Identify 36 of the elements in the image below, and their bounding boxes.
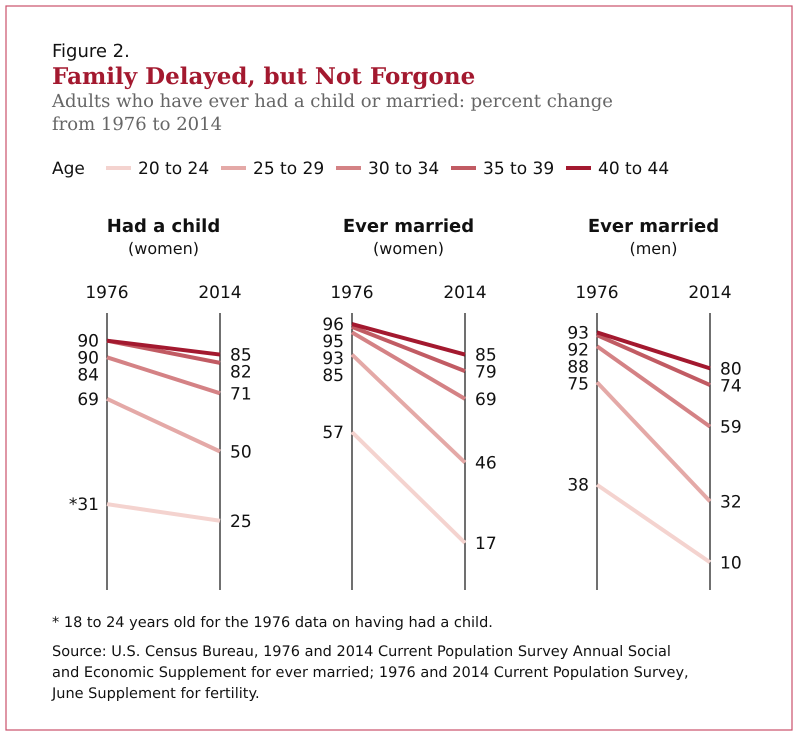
legend-label: 25 to 29 xyxy=(253,159,324,179)
data-label: 17 xyxy=(475,534,497,554)
data-label: 25 xyxy=(230,512,252,532)
data-label: 71 xyxy=(230,384,252,404)
chart-title: Ever married xyxy=(342,216,474,237)
chart-subtitle: (women) xyxy=(373,239,444,258)
x-tick-label: 1976 xyxy=(330,283,374,303)
legend-label: 35 to 39 xyxy=(483,159,554,179)
data-label: 59 xyxy=(720,418,742,438)
x-tick-label: 2014 xyxy=(443,283,487,303)
data-label: 46 xyxy=(475,454,497,474)
data-label: 69 xyxy=(77,390,99,410)
chart-subtitle: (women) xyxy=(128,239,199,258)
data-label: 69 xyxy=(475,390,497,410)
chart-title: Ever married xyxy=(588,216,720,237)
data-label: 50 xyxy=(230,442,252,462)
data-label: 32 xyxy=(720,492,742,512)
data-label: 10 xyxy=(720,553,742,574)
legend-label: 30 to 34 xyxy=(368,159,440,179)
source-note: Source: U.S. Census Bureau, 1976 and 2014 Current Population Survey Annual Social and Economic Supplement for ever married; 1976 and 2014 Current Population Survey, June Supplement for fertility. xyxy=(51,644,689,702)
data-label: *31 xyxy=(68,495,99,516)
text: * 18 to 24 years old for the 1976 data on having had a child. xyxy=(52,615,493,631)
legend-title: Age xyxy=(52,159,85,179)
legend-label: 20 to 24 xyxy=(138,159,210,179)
legend-label: 40 to 44 xyxy=(598,159,670,179)
data-label: 57 xyxy=(322,423,344,444)
x-tick-label: 2014 xyxy=(688,283,732,303)
text: Family Delayed, but Not Forgone xyxy=(52,63,476,90)
caption: Figure 2. xyxy=(52,41,130,62)
text: Adults who have ever had a child or married: percent change from 1976 to 2014 xyxy=(51,91,613,135)
x-tick-label: 1976 xyxy=(85,283,129,303)
chart-title: Had a child xyxy=(106,216,220,237)
x-tick-label: 1976 xyxy=(575,283,619,303)
x-tick-label: 2014 xyxy=(198,283,242,303)
chart-subtitle: (men) xyxy=(629,239,678,258)
data-label: 38 xyxy=(567,476,589,496)
